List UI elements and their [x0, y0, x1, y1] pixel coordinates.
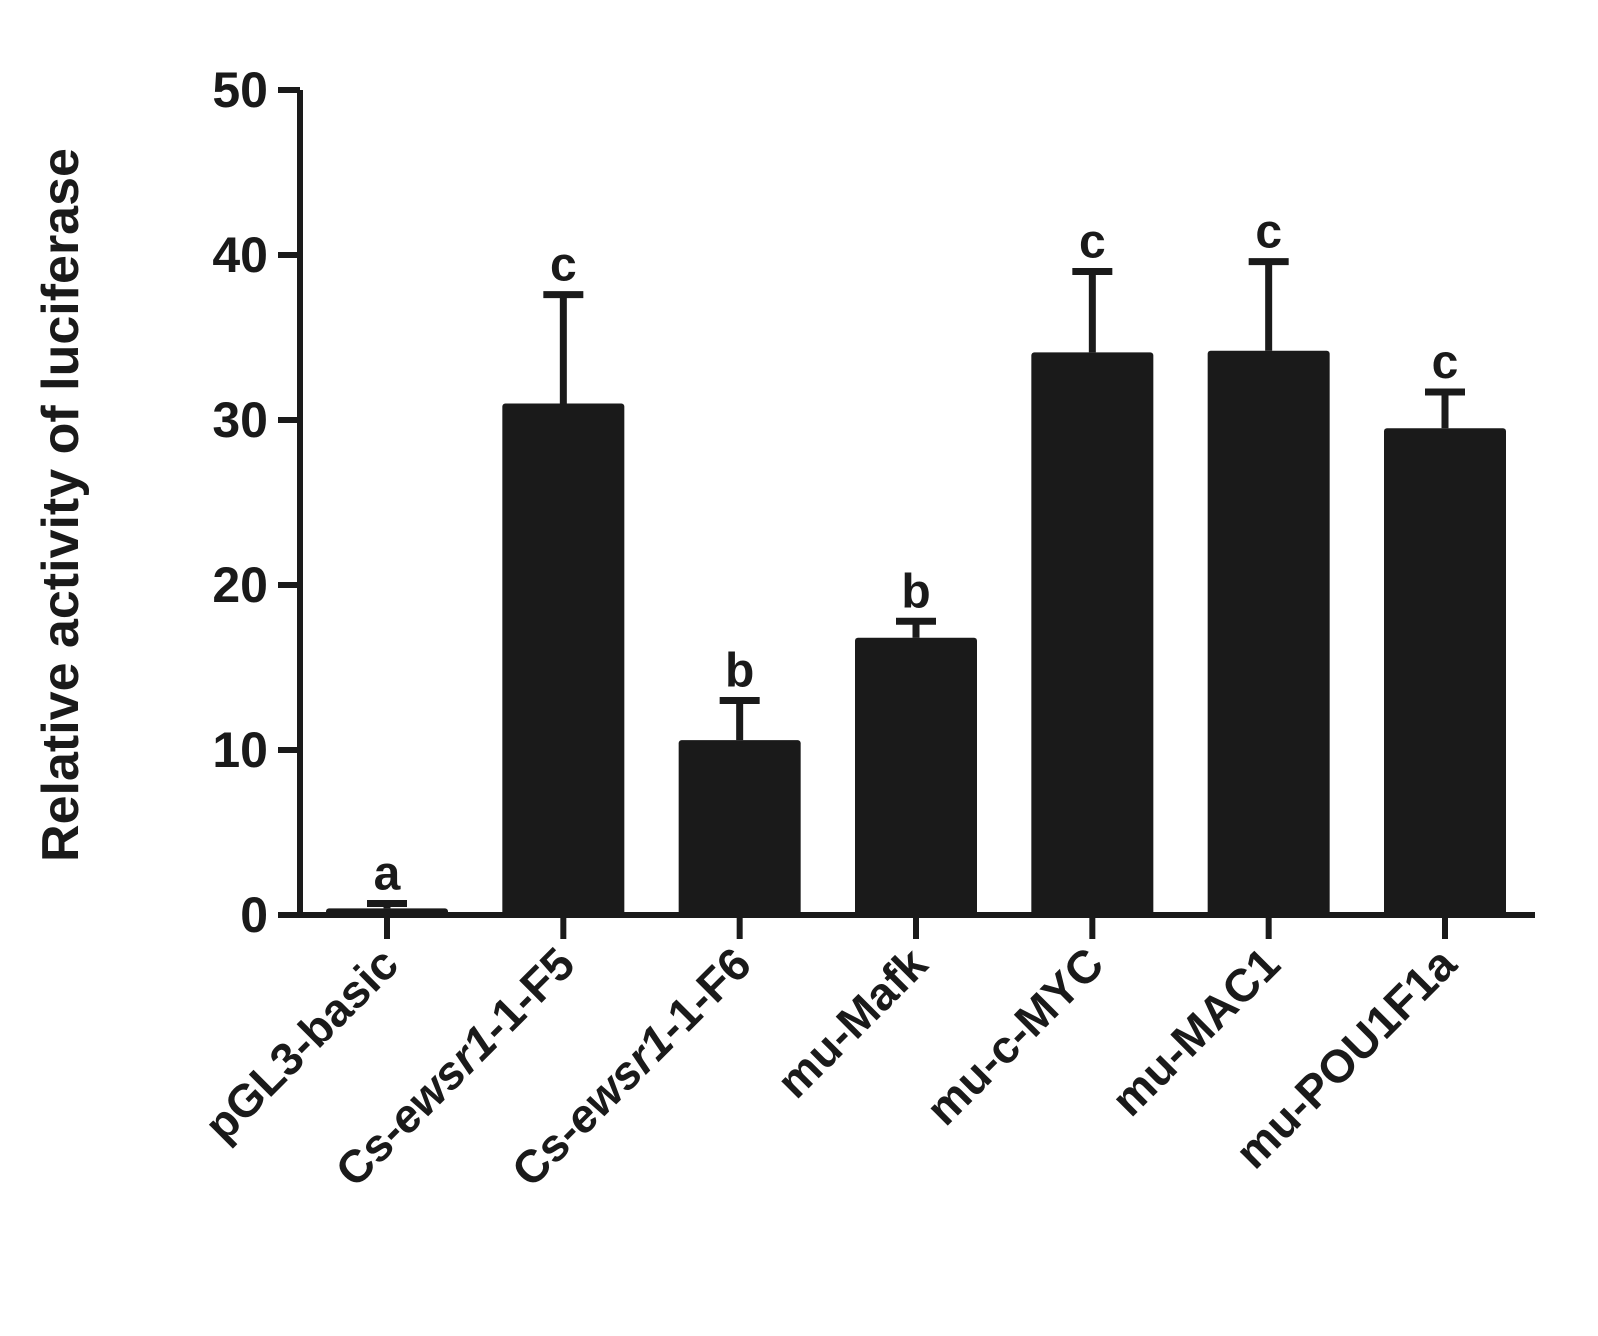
significance-letter: c [1255, 206, 1282, 259]
category-label: mu-MAC1 [1101, 937, 1290, 1126]
y-tick-label: 30 [212, 392, 268, 448]
bar [326, 908, 448, 915]
y-tick-label: 10 [212, 722, 268, 778]
bar [855, 637, 977, 915]
bars: a c b b c c c [326, 206, 1506, 916]
bar [1384, 428, 1506, 915]
significance-letter: c [1079, 216, 1106, 269]
significance-letter: c [550, 239, 577, 292]
category-label: mu-c-MYC [916, 937, 1114, 1135]
bar [502, 403, 625, 915]
y-tick-label: 40 [212, 227, 268, 283]
bar [1031, 352, 1154, 916]
bar [678, 740, 801, 915]
y-axis-label: Relative activity of luciferase [32, 148, 90, 862]
category-label-part: ewsr1 [554, 1015, 683, 1144]
significance-letter: c [1432, 336, 1459, 389]
category-label: mu-Mafk [767, 937, 938, 1108]
significance-letter: b [725, 645, 754, 698]
bar [1207, 350, 1330, 915]
y-tick-label: 50 [212, 62, 268, 118]
category-label-part: ewsr1 [378, 1015, 507, 1144]
significance-letter: b [901, 565, 930, 618]
y-tick-label: 0 [240, 887, 268, 943]
axes: 0 10 20 30 40 50 [212, 62, 1535, 943]
y-tick-label: 20 [212, 557, 268, 613]
significance-letter: a [374, 847, 401, 900]
